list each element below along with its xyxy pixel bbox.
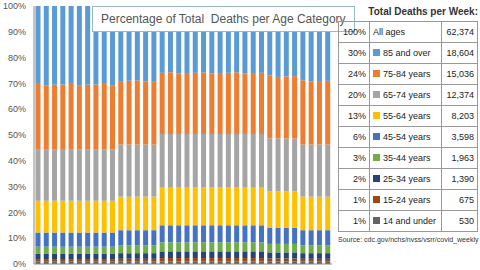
html-text:1%: 1%: [353, 216, 366, 226]
html-text:65-74 years: 65-74 years: [383, 90, 431, 100]
html-text:3,598: 3,598: [451, 132, 474, 142]
html-text:100%: 100%: [343, 27, 366, 37]
svg-text:70%: 70%: [8, 79, 26, 89]
html-text:1%: 1%: [353, 195, 366, 205]
html-text:15-24 years: 15-24 years: [383, 195, 431, 205]
html-text:Total Deaths per Week:: Total Deaths per Week:: [368, 6, 478, 17]
html-text:6%: 6%: [353, 132, 366, 142]
html-text:8,203: 8,203: [451, 111, 474, 121]
html-text:18,604: 18,604: [446, 48, 474, 58]
html-text:75-84 years: 75-84 years: [383, 69, 431, 79]
html-text:25-34 years: 25-34 years: [383, 174, 431, 184]
svg-text:50%: 50%: [8, 130, 26, 140]
html-text:Source: cdc.gov/nchs/nvss/vsrr: Source: cdc.gov/nchs/nvss/vsrr/covid_wee…: [338, 236, 479, 243]
html-text:62,374: 62,374: [446, 27, 474, 37]
html-text:45-54 years: 45-54 years: [383, 132, 431, 142]
svg-text:30%: 30%: [8, 182, 26, 192]
html-text:20%: 20%: [348, 90, 366, 100]
html-text:3%: 3%: [353, 153, 366, 163]
html-text:24%: 24%: [348, 69, 366, 79]
html-text:Percentage of Total Deaths per: Percentage of Total Deaths per Age Categ…: [101, 12, 346, 26]
html-text:530: 530: [459, 216, 474, 226]
html-text:55-64 years: 55-64 years: [383, 111, 431, 121]
html-text:1,963: 1,963: [451, 153, 474, 163]
html-text:All ages: All ages: [373, 27, 405, 37]
html-text:675: 675: [459, 195, 474, 205]
html-text:13%: 13%: [348, 111, 366, 121]
html-text:14 and under: 14 and under: [383, 216, 436, 226]
html-text:1,390: 1,390: [451, 174, 474, 184]
html-text:12,374: 12,374: [446, 90, 474, 100]
html-text:30%: 30%: [348, 48, 366, 58]
svg-text:40%: 40%: [8, 156, 26, 166]
html-text:2%: 2%: [353, 174, 366, 184]
svg-text:0%: 0%: [13, 259, 26, 269]
svg-text:90%: 90%: [8, 27, 26, 37]
svg-text:10%: 10%: [8, 233, 26, 243]
svg-text:100%: 100%: [8, 1, 26, 11]
svg-text:60%: 60%: [8, 104, 26, 114]
html-text:85 and over: 85 and over: [383, 48, 431, 58]
html-text:35-44 years: 35-44 years: [383, 153, 431, 163]
html-text:15,036: 15,036: [446, 69, 474, 79]
svg-text:80%: 80%: [8, 53, 26, 63]
svg-text:20%: 20%: [8, 208, 26, 218]
